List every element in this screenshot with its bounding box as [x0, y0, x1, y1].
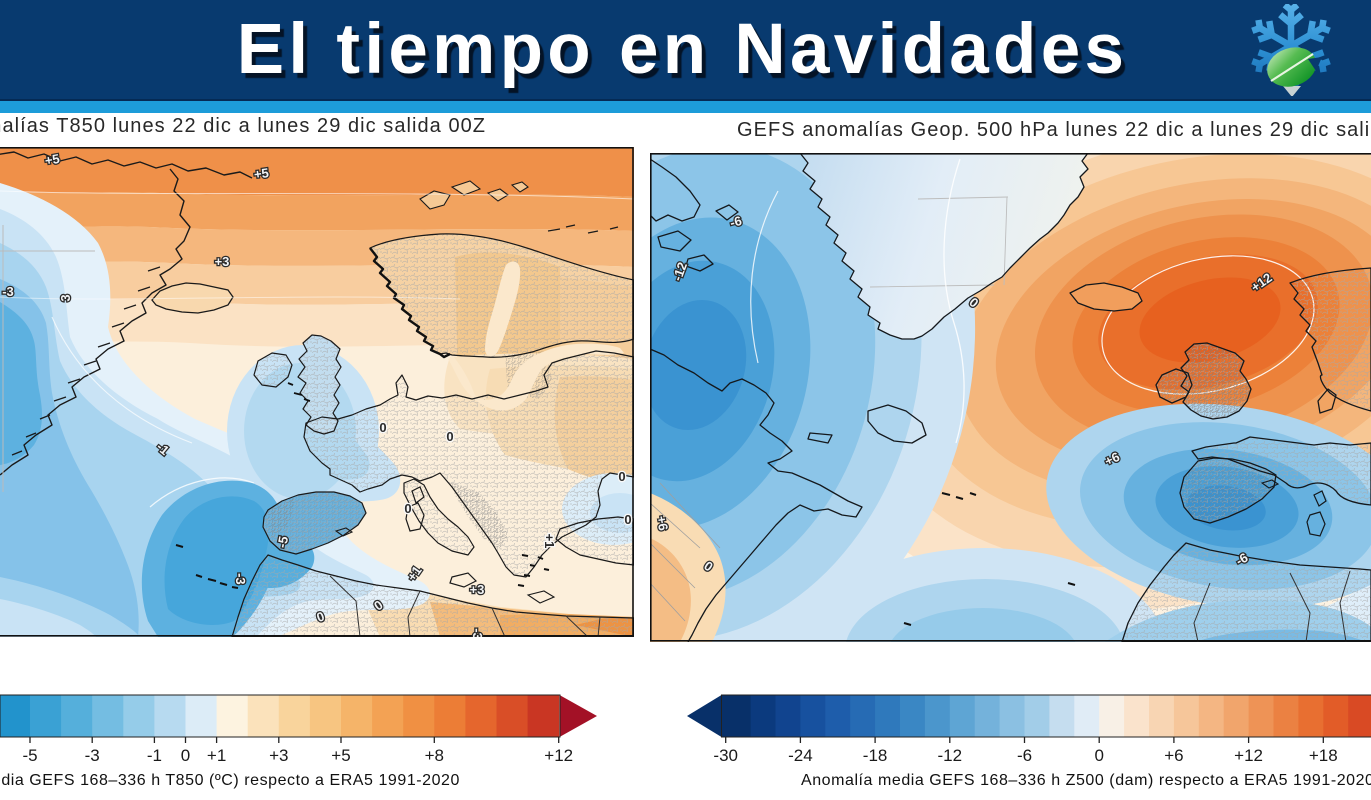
svg-text:0: 0 — [618, 469, 625, 484]
svg-text:+6: +6 — [1164, 746, 1183, 765]
svg-text:-3: -3 — [233, 573, 248, 585]
svg-text:+3: +3 — [470, 582, 485, 597]
svg-text:-3: -3 — [2, 284, 14, 299]
svg-text:+5: +5 — [331, 746, 350, 765]
svg-text:-30: -30 — [713, 746, 738, 765]
svg-text:0: 0 — [1094, 746, 1103, 765]
svg-text:-12: -12 — [938, 746, 963, 765]
svg-text:+18: +18 — [1309, 746, 1338, 765]
svg-text:+1: +1 — [207, 746, 226, 765]
svg-text:-5: -5 — [274, 535, 291, 549]
svg-text:0: 0 — [404, 501, 411, 516]
svg-text:+5: +5 — [44, 151, 61, 168]
svg-text:0: 0 — [379, 420, 386, 435]
svg-text:+12: +12 — [1234, 746, 1263, 765]
svg-text:+1: +1 — [542, 534, 557, 549]
svg-text:-18: -18 — [863, 746, 888, 765]
svg-text:Anomalía media GEFS 168–336 h: Anomalía media GEFS 168–336 h Z500 (dam)… — [801, 772, 1371, 789]
svg-text:Anomalía media GEFS 168–336 h: Anomalía media GEFS 168–336 h T850 (ºC) … — [0, 772, 460, 789]
svg-text:+6: +6 — [654, 515, 671, 532]
svg-text:+12: +12 — [544, 746, 573, 765]
svg-text:0: 0 — [181, 746, 190, 765]
svg-text:0: 0 — [624, 512, 631, 527]
svg-text:-6: -6 — [1017, 746, 1032, 765]
svg-text:0: 0 — [446, 429, 453, 444]
svg-text:-1: -1 — [147, 746, 162, 765]
svg-text:3: 3 — [58, 294, 73, 301]
svg-text:-24: -24 — [788, 746, 813, 765]
svg-text:-6: -6 — [728, 213, 743, 230]
svg-text:-3: -3 — [470, 628, 485, 637]
svg-text:+3: +3 — [269, 746, 288, 765]
svg-text:+3: +3 — [215, 254, 230, 269]
svg-text:+8: +8 — [425, 746, 444, 765]
svg-text:-3: -3 — [85, 746, 100, 765]
svg-text:-5: -5 — [22, 746, 37, 765]
svg-text:+5: +5 — [253, 165, 270, 182]
